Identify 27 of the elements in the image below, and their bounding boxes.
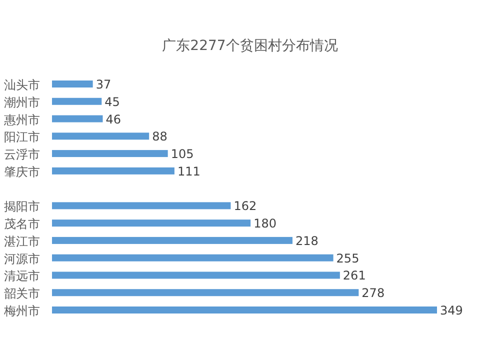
y-tick-label: 梅州市 bbox=[3, 304, 40, 318]
y-tick-label: 清远市 bbox=[4, 269, 40, 284]
data-label: 162 bbox=[234, 199, 257, 214]
y-tick-label: 揭阳市 bbox=[4, 200, 40, 214]
data-label: 349 bbox=[440, 304, 463, 318]
data-label: 37 bbox=[96, 78, 112, 92]
y-tick-label: 阳江市 bbox=[4, 130, 40, 144]
chart-title: 广东2277个贫困村分布情况 bbox=[162, 38, 338, 54]
y-tick-label: 惠州市 bbox=[3, 112, 40, 127]
data-label: 278 bbox=[362, 286, 385, 300]
y-tick-label: 云浮市 bbox=[4, 148, 40, 162]
y-tick-label: 汕头市 bbox=[4, 78, 40, 92]
data-label: 88 bbox=[152, 130, 168, 144]
y-tick-label: 河源市 bbox=[4, 252, 40, 266]
y-tick-label: 韶关市 bbox=[4, 286, 40, 301]
data-label: 105 bbox=[170, 147, 194, 162]
data-label: 111 bbox=[177, 164, 200, 178]
data-label: 255 bbox=[336, 251, 360, 266]
y-tick-label: 肇庆市 bbox=[4, 164, 40, 179]
data-label: 45 bbox=[104, 94, 120, 109]
data-label: 180 bbox=[254, 216, 276, 231]
y-tick-label: 茂名市 bbox=[4, 217, 40, 232]
y-tick-label: 潮州市 bbox=[4, 95, 40, 110]
y-tick-label: 湛江市 bbox=[4, 234, 40, 248]
data-label: 218 bbox=[295, 234, 318, 248]
data-label: 46 bbox=[106, 112, 122, 126]
data-label: 261 bbox=[342, 268, 366, 283]
